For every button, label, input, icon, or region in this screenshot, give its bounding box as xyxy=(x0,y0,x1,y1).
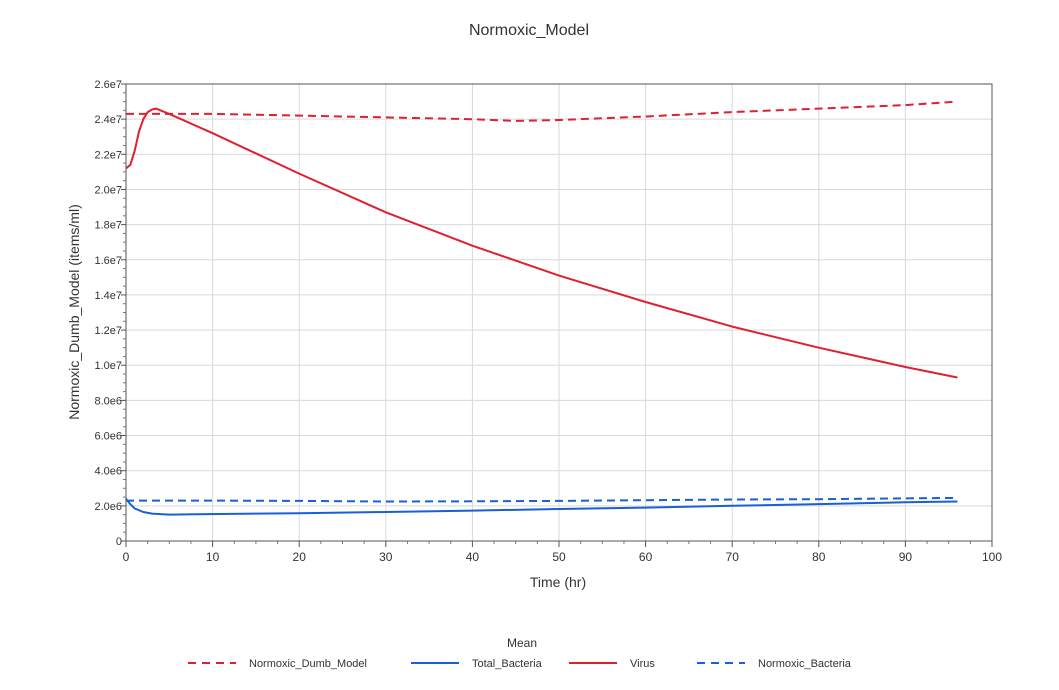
legend-label: Normoxic_Bacteria xyxy=(758,658,852,670)
axes: 0 2.0e6 4.0e6 6.0e6 8.0e6 1.0e7 1.2e7 1.4e7 1.6e… xyxy=(94,79,1002,564)
y-tick-label: 2.2e7 xyxy=(94,149,122,161)
y-tick-label: 2.4e7 xyxy=(94,114,122,126)
y-tick-label: 2.0e7 xyxy=(94,184,122,196)
series-line-total-bacteria xyxy=(125,498,958,516)
y-tick-label: 1.0e7 xyxy=(94,360,122,372)
legend-label: Normoxic_Dumb_Model xyxy=(249,658,367,670)
x-tick-label: 80 xyxy=(812,550,826,564)
x-tick-label: 30 xyxy=(379,550,393,564)
x-tick-label: 10 xyxy=(206,550,220,564)
series-line-normoxic-dumb-model xyxy=(126,100,958,122)
series-line-virus xyxy=(125,107,958,379)
y-tick-label: 8.0e6 xyxy=(94,395,122,407)
x-tick-label: 70 xyxy=(726,550,740,564)
x-tick-label: 90 xyxy=(899,550,913,564)
y-tick-label: 1.8e7 xyxy=(94,220,122,232)
y-tick-label: 1.6e7 xyxy=(94,255,122,267)
legend-label: Virus xyxy=(630,658,655,670)
y-tick-label: 1.2e7 xyxy=(94,325,122,337)
x-tick-label: 60 xyxy=(639,550,653,564)
x-tick-label: 20 xyxy=(293,550,307,564)
y-tick-label: 6.0e6 xyxy=(94,431,122,443)
legend-label: Total_Bacteria xyxy=(472,658,543,670)
x-axis-label: Time (hr) xyxy=(530,574,586,590)
series-layer xyxy=(125,100,958,516)
y-axis-label: Normoxic_Dumb_Model (items/ml) xyxy=(66,204,82,420)
y-tick-label: 1.4e7 xyxy=(94,290,122,302)
y-tick-label: 2.0e6 xyxy=(94,501,122,513)
x-tick-label: 100 xyxy=(982,550,1002,564)
x-tick-label: 40 xyxy=(466,550,480,564)
y-tick-label: 4.0e6 xyxy=(94,466,122,478)
series-line-normoxic-bacteria xyxy=(126,496,958,503)
x-tick-label: 50 xyxy=(552,550,566,564)
y-tick-label: 0 xyxy=(116,536,122,548)
y-tick-label: 2.6e7 xyxy=(94,79,122,91)
chart-title: Normoxic_Model xyxy=(469,22,589,39)
legend: Normoxic_Dumb_Model Total_Bacteria Virus No… xyxy=(188,658,852,670)
legend-title: Mean xyxy=(507,636,537,650)
x-tick-label: 0 xyxy=(123,550,130,564)
